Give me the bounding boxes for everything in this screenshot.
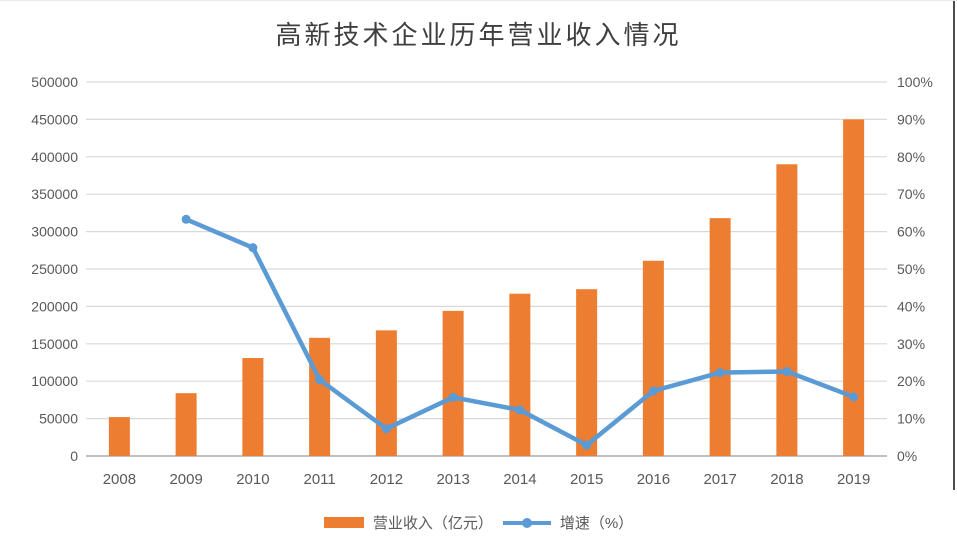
legend-label-revenue: 营业收入（亿元） (372, 515, 493, 532)
growth-point-2019 (849, 392, 859, 402)
right-axis-tick-label: 30% (897, 336, 925, 352)
x-axis-label-2010: 2010 (236, 471, 269, 488)
right-axis-tick-label: 50% (897, 261, 925, 277)
x-axis-label-2015: 2015 (570, 471, 603, 488)
right-axis-tick-label: 0% (897, 448, 917, 464)
legend-label-growth: 增速（%） (559, 515, 634, 532)
left-axis-tick-label: 250000 (31, 261, 78, 277)
left-axis-tick-label: 300000 (31, 224, 78, 240)
growth-point-2017 (715, 368, 725, 378)
legend-item-growth: 增速（%） (502, 512, 634, 533)
bar-2017 (709, 218, 731, 456)
chart-plot-area: 5000004500004000003500003000002500002000… (31, 74, 933, 488)
x-axis-label-2009: 2009 (169, 471, 202, 488)
x-axis-label-2014: 2014 (503, 471, 536, 488)
left-axis-tick-label: 150000 (31, 336, 78, 352)
x-axis-label-2019: 2019 (837, 471, 870, 488)
bar-2015 (576, 289, 598, 456)
x-axis-label-2012: 2012 (370, 471, 403, 488)
right-axis-tick-label: 70% (897, 186, 925, 202)
right-axis-tick-label: 10% (897, 411, 925, 427)
growth-point-2011 (315, 375, 325, 385)
left-axis-tick-label: 0 (70, 448, 78, 464)
right-axis-tick-label: 20% (897, 373, 925, 389)
legend-line-swatch-icon (502, 517, 551, 528)
legend-bar-swatch-icon (323, 517, 364, 528)
x-axis-label-2018: 2018 (770, 471, 803, 488)
growth-point-2015 (582, 440, 592, 450)
legend-line-dot-icon (521, 517, 532, 528)
bar-2011 (309, 337, 331, 456)
bar-2014 (509, 293, 531, 456)
bar-2019 (843, 119, 865, 457)
right-axis-tick-label: 80% (897, 149, 925, 165)
growth-point-2010 (248, 243, 258, 253)
growth-point-2014 (515, 405, 525, 415)
right-axis-tick-label: 60% (897, 224, 925, 240)
left-axis-tick-label: 450000 (31, 111, 78, 127)
left-axis-tick-label: 350000 (31, 186, 78, 202)
x-axis-label-2011: 2011 (303, 471, 335, 488)
x-axis-label-2008: 2008 (103, 471, 136, 488)
growth-point-2012 (381, 424, 391, 434)
figure-right-border (953, 1, 955, 490)
bar-2009 (175, 393, 197, 456)
bar-2018 (776, 164, 798, 456)
left-axis-tick-label: 50000 (39, 411, 78, 427)
bar-2013 (442, 310, 464, 456)
bar-2012 (375, 330, 397, 456)
left-axis-tick-label: 500000 (31, 74, 78, 90)
growth-point-2013 (448, 392, 458, 402)
x-axis-label-2016: 2016 (637, 471, 670, 488)
x-axis-label-2013: 2013 (436, 471, 469, 488)
chart-title: 高新技术企业历年营业收入情况 (275, 21, 682, 50)
chart-legend: 营业收入（亿元） 增速（%） (0, 512, 957, 533)
left-axis-tick-label: 400000 (31, 149, 78, 165)
growth-point-2018 (782, 366, 792, 376)
left-axis-tick-label: 200000 (31, 298, 78, 314)
bar-2010 (242, 358, 264, 456)
bar-2016 (642, 260, 664, 456)
bar-2008 (108, 417, 130, 456)
left-axis-tick-label: 100000 (31, 373, 78, 389)
legend-item-revenue: 营业收入（亿元） (323, 512, 493, 533)
x-axis-label-2017: 2017 (703, 471, 736, 488)
right-axis-tick-label: 40% (897, 298, 925, 314)
right-axis-tick-label: 90% (897, 111, 925, 127)
growth-point-2009 (181, 214, 191, 224)
growth-point-2016 (648, 386, 658, 396)
right-axis-tick-label: 100% (897, 74, 933, 90)
